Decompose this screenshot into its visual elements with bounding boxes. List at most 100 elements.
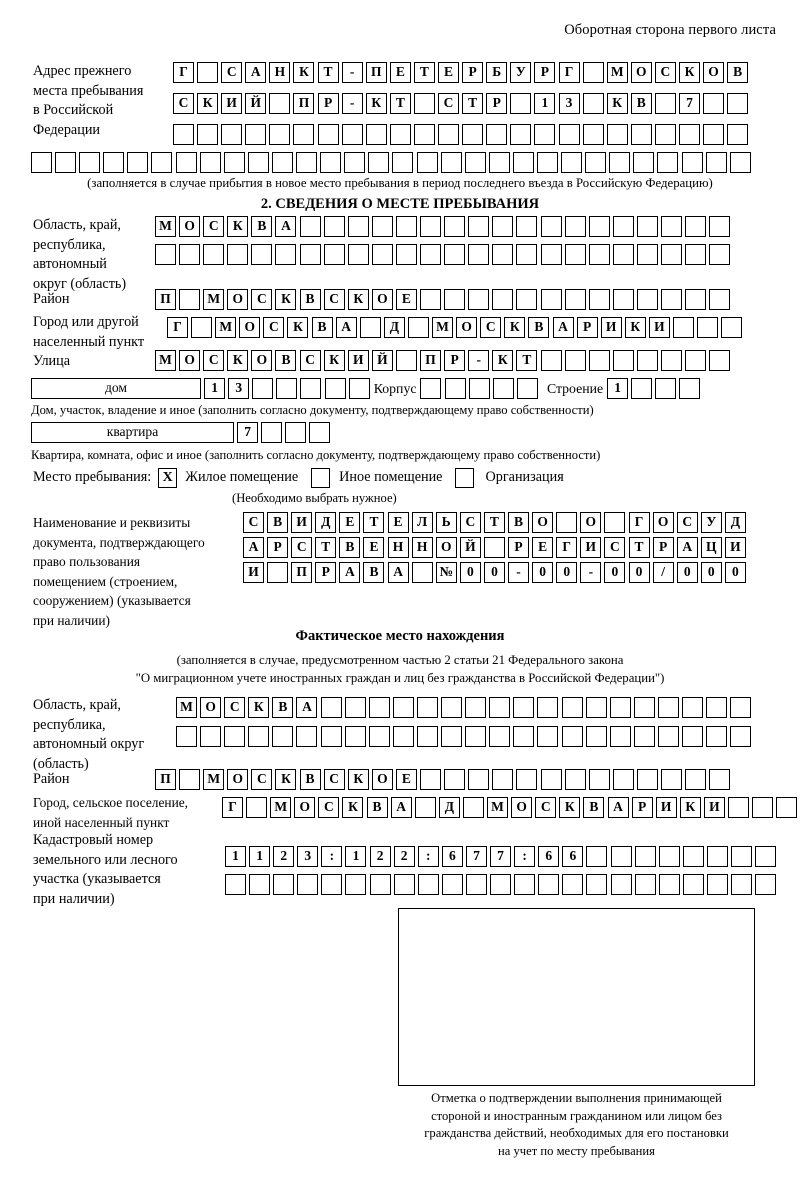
char-cell[interactable]: С [480, 317, 502, 338]
char-cell[interactable] [610, 874, 632, 895]
char-cell[interactable] [730, 697, 752, 718]
char-cell[interactable] [276, 378, 298, 399]
char-cell[interactable] [685, 289, 707, 310]
char-cell[interactable]: К [275, 769, 297, 790]
char-cell[interactable] [706, 846, 728, 867]
char-cell[interactable]: К [365, 93, 387, 114]
char-cell[interactable]: М [203, 289, 225, 310]
char-cell[interactable]: 2 [393, 846, 415, 867]
char-cell[interactable]: - [508, 562, 530, 583]
char-cell[interactable]: С [535, 797, 557, 818]
char-cell[interactable] [348, 378, 370, 399]
char-cell[interactable]: 3 [228, 378, 250, 399]
char-cell[interactable]: Д [315, 512, 337, 533]
char-cell[interactable] [657, 726, 679, 747]
char-cell[interactable]: И [347, 350, 369, 371]
char-cell[interactable]: М [432, 317, 454, 338]
char-cell[interactable]: 0 [532, 562, 554, 583]
char-cell[interactable] [420, 378, 442, 399]
char-cell[interactable] [203, 244, 225, 265]
char-cell[interactable]: 7 [237, 422, 259, 443]
char-cell[interactable] [588, 289, 610, 310]
char-cell[interactable] [516, 378, 538, 399]
char-cell[interactable] [585, 697, 607, 718]
char-cell[interactable]: С [323, 289, 345, 310]
char-cell[interactable] [562, 874, 584, 895]
char-cell[interactable]: О [227, 289, 249, 310]
char-cell[interactable]: М [606, 62, 628, 83]
char-cell[interactable]: 1 [204, 378, 226, 399]
char-cell[interactable]: П [293, 93, 315, 114]
char-cell[interactable]: 3 [558, 93, 580, 114]
char-cell[interactable] [706, 874, 728, 895]
char-cell[interactable] [730, 846, 752, 867]
char-cell[interactable] [685, 244, 707, 265]
char-cell[interactable]: И [291, 512, 313, 533]
char-cell[interactable]: О [200, 697, 222, 718]
char-cell[interactable]: Н [411, 537, 433, 558]
char-cell[interactable]: А [676, 537, 698, 558]
char-cell[interactable]: Й [459, 537, 481, 558]
char-cell[interactable]: 6 [441, 846, 463, 867]
char-cell[interactable] [317, 124, 339, 145]
char-cell[interactable]: К [624, 317, 646, 338]
char-cell[interactable] [685, 350, 707, 371]
char-cell[interactable] [634, 874, 656, 895]
char-cell[interactable]: Г [628, 512, 650, 533]
char-cell[interactable]: Р [631, 797, 653, 818]
char-cell[interactable] [55, 152, 77, 173]
char-cell[interactable]: П [155, 769, 176, 790]
char-cell[interactable]: С [263, 317, 285, 338]
char-cell[interactable]: Г [558, 62, 580, 83]
char-cell[interactable] [324, 378, 346, 399]
char-cell[interactable] [407, 317, 429, 338]
char-cell[interactable] [371, 244, 393, 265]
char-cell[interactable]: 0 [459, 562, 481, 583]
char-cell[interactable]: - [580, 562, 602, 583]
char-cell[interactable]: В [251, 216, 273, 237]
char-cell[interactable]: С [173, 93, 194, 114]
char-cell[interactable] [323, 216, 345, 237]
char-cell[interactable] [730, 874, 752, 895]
char-cell[interactable] [468, 289, 490, 310]
char-cell[interactable] [636, 216, 658, 237]
char-cell[interactable] [441, 874, 463, 895]
char-cell[interactable]: 1 [225, 846, 246, 867]
prev-address-row-3[interactable] [173, 124, 751, 145]
char-cell[interactable]: Р [486, 93, 508, 114]
stroenie-cells[interactable]: 1 [607, 378, 703, 399]
char-cell[interactable] [489, 697, 511, 718]
char-cell[interactable]: 0 [556, 562, 578, 583]
char-cell[interactable] [416, 726, 438, 747]
char-cell[interactable] [468, 216, 490, 237]
char-cell[interactable]: К [606, 93, 628, 114]
char-cell[interactable]: С [676, 512, 698, 533]
char-cell[interactable] [275, 244, 297, 265]
char-cell[interactable]: Е [339, 512, 361, 533]
char-cell[interactable]: Е [395, 289, 417, 310]
char-cell[interactable] [540, 289, 562, 310]
char-cell[interactable]: Т [413, 62, 435, 83]
char-cell[interactable]: К [679, 797, 701, 818]
char-cell[interactable]: К [227, 350, 249, 371]
char-cell[interactable]: И [221, 93, 243, 114]
char-cell[interactable]: В [366, 797, 388, 818]
char-cell[interactable] [682, 874, 704, 895]
char-cell[interactable] [465, 697, 487, 718]
char-cell[interactable] [271, 152, 293, 173]
char-cell[interactable]: С [459, 512, 481, 533]
char-cell[interactable] [586, 874, 608, 895]
char-cell[interactable] [564, 244, 586, 265]
char-cell[interactable]: 0 [700, 562, 722, 583]
char-cell[interactable]: О [227, 769, 249, 790]
char-cell[interactable] [588, 244, 610, 265]
char-cell[interactable]: Й [245, 93, 267, 114]
char-cell[interactable] [221, 124, 243, 145]
char-cell[interactable]: 7 [490, 846, 512, 867]
char-cell[interactable]: 0 [724, 562, 746, 583]
char-cell[interactable] [492, 216, 514, 237]
char-cell[interactable] [440, 152, 462, 173]
